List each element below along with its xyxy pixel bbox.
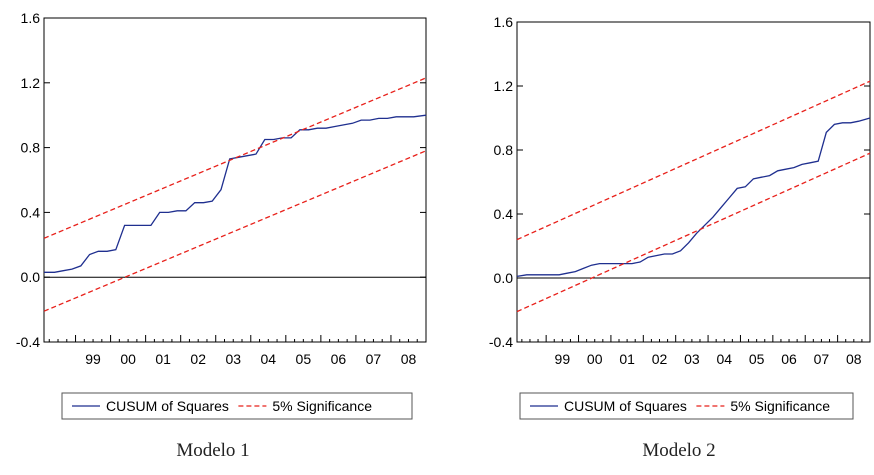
significance-band-line-2: [43, 150, 427, 312]
y-tick-label: 0.0: [21, 269, 41, 285]
x-tick-label: 01: [619, 351, 635, 367]
x-tick-label: 99: [555, 351, 571, 367]
legend-label: CUSUM of Squares: [564, 398, 687, 414]
legend-box: [61, 392, 413, 420]
x-tick-label: 07: [366, 351, 382, 367]
x-tick-label: 06: [781, 351, 797, 367]
cusum-line: [516, 117, 871, 278]
y-tick-label: 0.4: [494, 206, 514, 222]
x-tick-label: 02: [190, 351, 206, 367]
x-tick-label: 02: [652, 351, 668, 367]
caption-modelo-1: Modelo 1: [176, 440, 250, 461]
x-tick-label: 99: [85, 351, 101, 367]
significance-band-line-1: [43, 77, 427, 239]
x-tick-label: 05: [749, 351, 765, 367]
significance-band-line-1: [516, 80, 871, 241]
y-tick-label: 0.4: [21, 204, 41, 220]
legend-box: [519, 392, 854, 420]
x-tick-label: 03: [225, 351, 241, 367]
x-tick-label: 06: [331, 351, 347, 367]
x-tick-label: 08: [401, 351, 417, 367]
caption-modelo-2: Modelo 2: [642, 440, 716, 461]
x-tick-label: 04: [261, 351, 277, 367]
y-tick-label: 1.6: [494, 14, 514, 30]
chart-modelo-2: -0.4 0.0 0.4 0.8 1.2 1.6 99 00 01 02 03 04 05 06 07 08 C…: [489, 14, 871, 420]
x-tick-label: 07: [814, 351, 830, 367]
x-tick-label: 04: [716, 351, 732, 367]
y-tick-label: 0.8: [21, 140, 41, 156]
x-tick-label: 05: [296, 351, 312, 367]
x-tick-label: 00: [587, 351, 603, 367]
legend-label: 5% Significance: [272, 398, 372, 414]
x-tick-label: 08: [846, 351, 862, 367]
y-tick-label: -0.4: [489, 334, 513, 350]
y-tick-label: 1.2: [494, 78, 514, 94]
cusum-line: [44, 114, 427, 273]
chart-modelo-1: -0.4 0.0 0.4 0.8 1.2 1.6 99 00 01 02 03 04 05 06 07 08 C…: [16, 10, 427, 420]
legend-label: CUSUM of Squares: [106, 398, 229, 414]
y-tick-label: 0.0: [494, 270, 514, 286]
significance-band-line-2: [516, 152, 871, 313]
plot-frame: [43, 17, 427, 343]
plot-frame: [516, 21, 871, 343]
y-tick-label: 1.6: [21, 10, 41, 26]
y-tick-label: 0.8: [494, 142, 514, 158]
y-tick-label: -0.4: [16, 334, 40, 350]
y-tick-label: 1.2: [21, 75, 41, 91]
x-tick-label: 00: [120, 351, 136, 367]
legend-label: 5% Significance: [730, 398, 830, 414]
x-tick-label: 01: [155, 351, 171, 367]
x-tick-label: 03: [684, 351, 700, 367]
